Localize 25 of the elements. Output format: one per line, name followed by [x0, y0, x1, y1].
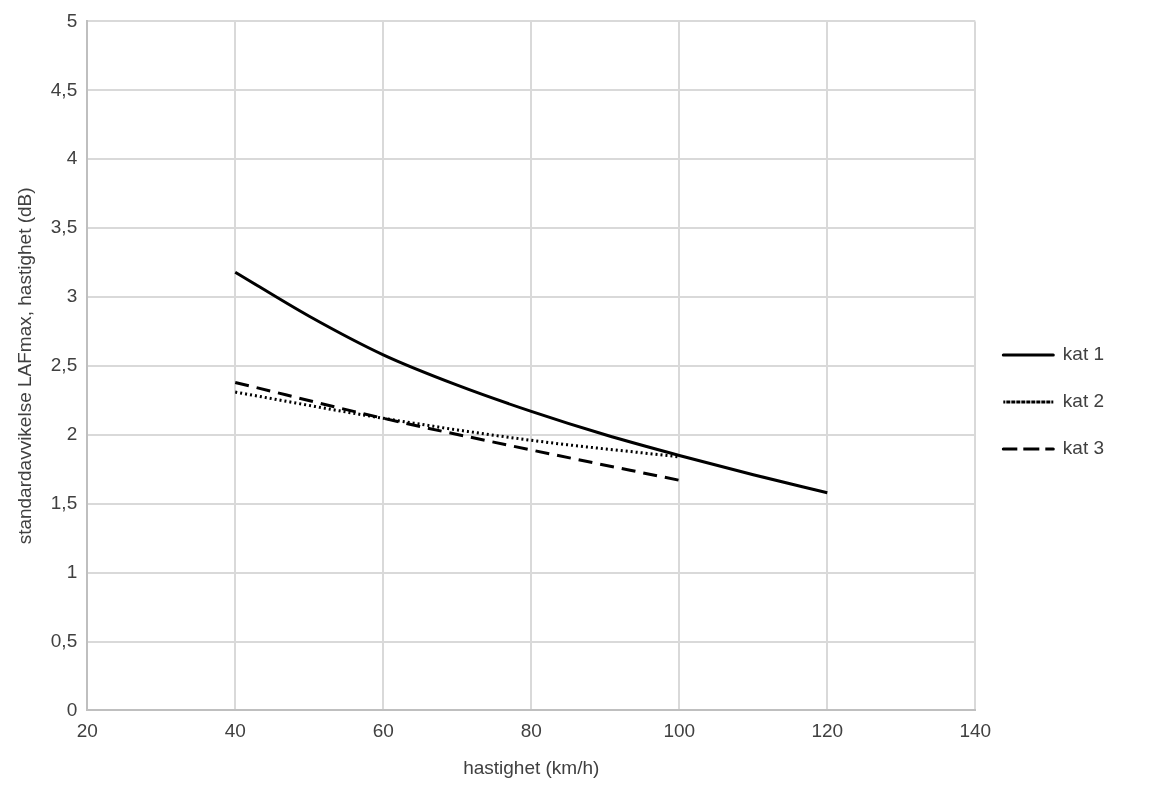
y-tick-label: 2,5 — [50, 354, 78, 376]
y-tick-label: 4,5 — [50, 78, 78, 100]
y-tick-label: 0 — [66, 698, 78, 720]
y-axis-title: standardavvikelse LAFmax, hastighet (dB) — [13, 187, 35, 545]
x-axis-title: hastighet (km/h) — [463, 756, 600, 778]
x-tick-label: 40 — [224, 720, 246, 742]
y-tick-label: 3 — [66, 285, 78, 307]
legend-label: kat 1 — [1062, 343, 1105, 365]
legend-label: kat 2 — [1062, 390, 1105, 412]
x-tick-label: 120 — [811, 720, 844, 742]
x-tick-label: 80 — [520, 720, 542, 742]
y-tick-label: 2 — [66, 423, 78, 445]
y-tick-label: 3,5 — [50, 216, 78, 238]
y-tick-label: 1 — [66, 560, 78, 582]
x-tick-label: 140 — [959, 720, 992, 742]
y-tick-label: 5 — [66, 9, 78, 31]
x-tick-label: 60 — [372, 720, 394, 742]
y-tick-label: 4 — [66, 147, 78, 169]
line-series — [233, 380, 681, 482]
x-tick-label: 100 — [663, 720, 696, 742]
x-tick-label: 20 — [76, 720, 98, 742]
legend-label: kat 3 — [1062, 437, 1105, 459]
y-tick-label: 0,5 — [50, 629, 78, 651]
line-series — [233, 270, 829, 495]
y-tick-label: 1,5 — [50, 491, 78, 513]
